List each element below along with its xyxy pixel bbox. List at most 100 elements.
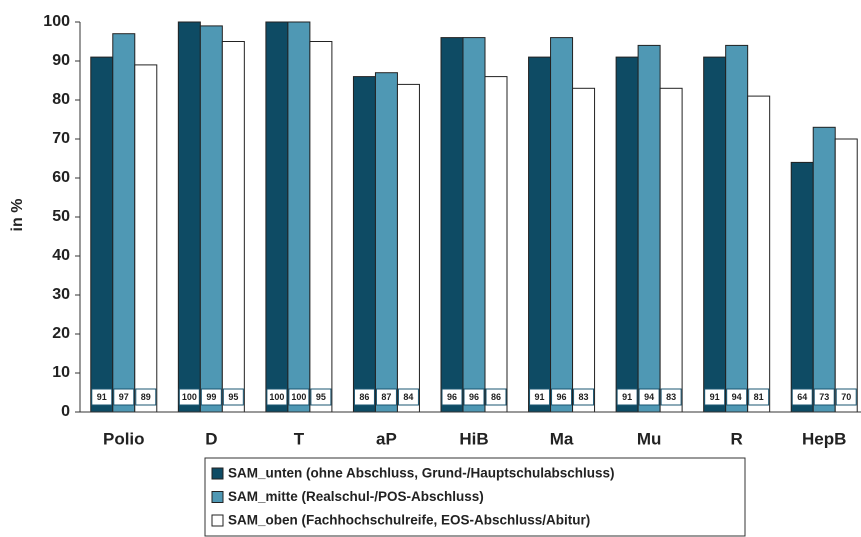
bar: [659, 87, 683, 413]
y-tick-label: 70: [52, 130, 70, 147]
data-label-box: [660, 388, 682, 406]
y-tick-label: 20: [52, 325, 70, 342]
y-tick-label: 50: [52, 208, 70, 225]
bar: [812, 126, 836, 413]
x-tick-label: R: [731, 429, 743, 448]
data-label-box: [463, 388, 485, 406]
data-label: 91: [622, 392, 632, 402]
bar: [221, 41, 245, 413]
bar: [484, 76, 508, 413]
data-label-box: [813, 388, 835, 406]
data-label: 96: [447, 392, 457, 402]
data-label: 100: [269, 392, 284, 402]
data-label: 99: [206, 392, 216, 402]
data-label-box: [616, 388, 638, 406]
bar: [703, 56, 727, 413]
data-label: 86: [359, 392, 369, 402]
legend-label: SAM_mitte (Realschul-/POS-Abschluss): [228, 489, 484, 504]
x-tick-label: Mu: [637, 429, 662, 448]
bar: [725, 44, 749, 413]
bar: [265, 21, 289, 413]
data-label: 83: [666, 392, 676, 402]
x-tick-label: aP: [376, 429, 397, 448]
data-label-box: [791, 388, 813, 406]
bar: [834, 138, 858, 413]
legend-label: SAM_unten (ohne Abschluss, Grund-/Haupts…: [228, 466, 615, 481]
data-label-box: [529, 388, 551, 406]
bar: [462, 37, 486, 413]
data-label: 94: [644, 392, 654, 402]
y-tick-label: 10: [52, 364, 70, 381]
x-tick-label: D: [205, 429, 217, 448]
data-label-box: [397, 388, 419, 406]
bar: [637, 44, 661, 413]
x-tick-label: HiB: [459, 429, 488, 448]
data-label: 86: [491, 392, 501, 402]
data-label: 100: [182, 392, 197, 402]
bar: [287, 21, 311, 413]
legend-swatch: [211, 467, 224, 480]
y-tick-label: 80: [52, 91, 70, 108]
data-label-box: [266, 388, 288, 406]
x-tick-label: T: [294, 429, 305, 448]
data-label: 91: [710, 392, 720, 402]
bar: [177, 21, 201, 413]
data-label: 89: [141, 392, 151, 402]
x-tick-label: HepB: [802, 429, 846, 448]
data-label: 95: [228, 392, 238, 402]
bar: [112, 33, 136, 413]
data-label: 64: [797, 392, 807, 402]
bar: [790, 161, 814, 413]
data-label-box: [748, 388, 770, 406]
data-label: 97: [119, 392, 129, 402]
data-label-box: [113, 388, 135, 406]
data-label-box: [835, 388, 857, 406]
data-label: 84: [403, 392, 413, 402]
data-label: 91: [535, 392, 545, 402]
y-tick-label: 100: [43, 13, 70, 30]
y-tick-label: 60: [52, 169, 70, 186]
data-label-box: [375, 388, 397, 406]
data-label-box: [638, 388, 660, 406]
bar: [440, 37, 464, 413]
legend-label: SAM_oben (Fachhochschulreife, EOS-Abschl…: [228, 513, 590, 528]
data-label-box: [726, 388, 748, 406]
data-label: 81: [754, 392, 764, 402]
data-label: 100: [291, 392, 306, 402]
y-axis-label: in %: [9, 199, 26, 232]
bar: [309, 41, 333, 413]
x-tick-label: Ma: [550, 429, 574, 448]
data-label-box: [485, 388, 507, 406]
bar: [352, 76, 376, 413]
bar: [90, 56, 114, 413]
y-tick-label: 30: [52, 286, 70, 303]
bar: [550, 37, 574, 413]
bar: [396, 83, 420, 413]
data-label-box: [353, 388, 375, 406]
data-label-box: [200, 388, 222, 406]
data-label: 87: [381, 392, 391, 402]
bar: [747, 95, 771, 413]
data-label: 94: [732, 392, 742, 402]
data-label: 83: [579, 392, 589, 402]
data-label-box: [178, 388, 200, 406]
data-label: 70: [841, 392, 851, 402]
bar: [615, 56, 639, 413]
bar: [374, 72, 398, 413]
data-label-box: [310, 388, 332, 406]
data-label-box: [551, 388, 573, 406]
y-tick-label: 40: [52, 247, 70, 264]
data-label-box: [288, 388, 310, 406]
data-label-box: [222, 388, 244, 406]
data-label: 96: [557, 392, 567, 402]
bar: [199, 25, 223, 413]
legend-box: [204, 457, 746, 537]
legend-swatch: [211, 491, 224, 503]
x-tick-label: Polio: [103, 429, 145, 448]
data-label-box: [441, 388, 463, 406]
data-label-box: [704, 388, 726, 406]
legend-swatch: [211, 514, 224, 527]
y-tick-label: 0: [61, 403, 70, 420]
data-label: 95: [316, 392, 326, 402]
